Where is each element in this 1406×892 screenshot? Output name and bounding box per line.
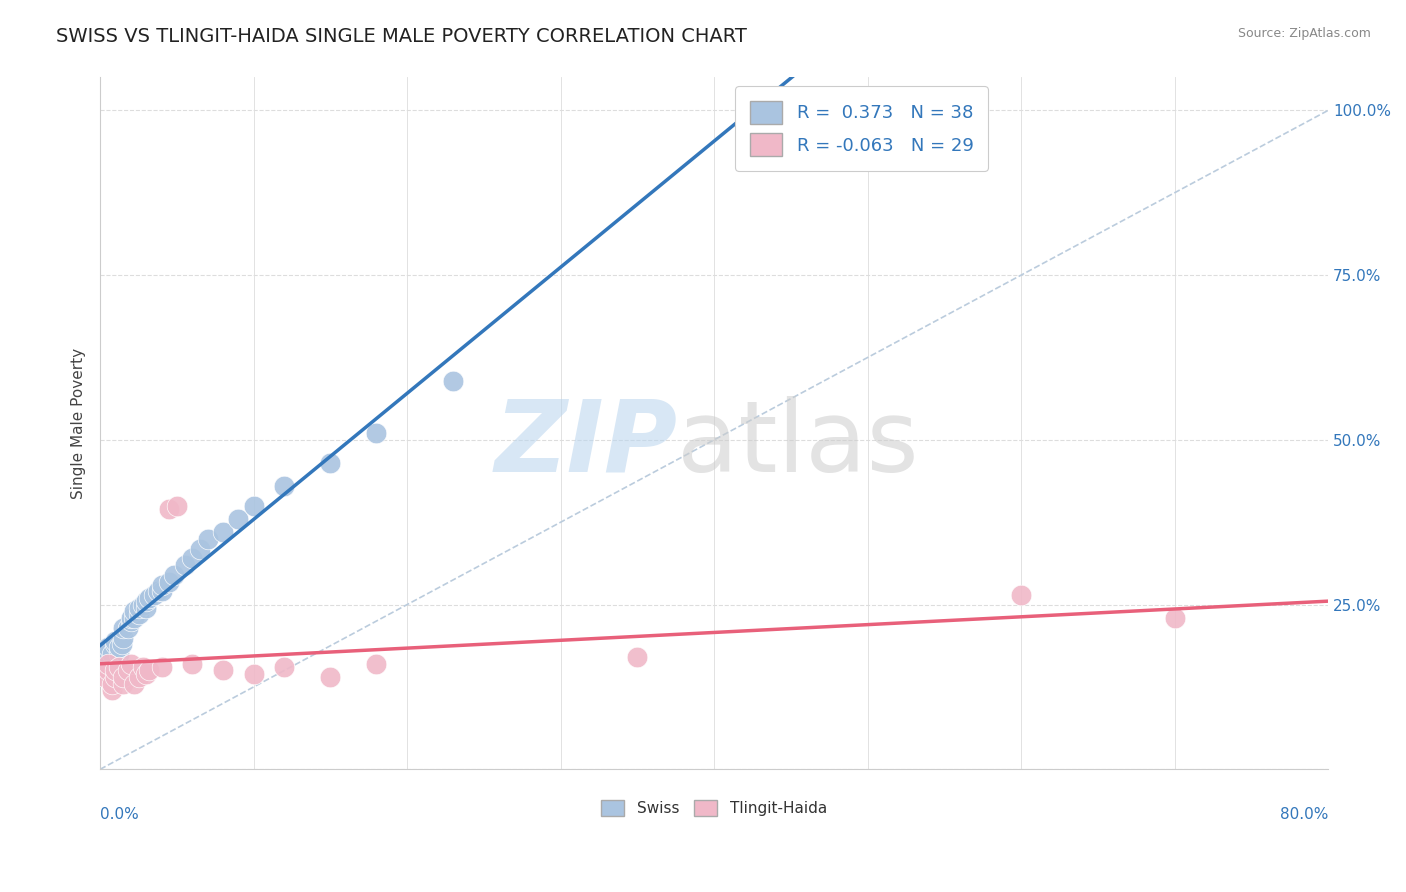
Point bbox=[104, 637, 127, 651]
Point bbox=[97, 657, 120, 671]
Point bbox=[120, 614, 142, 628]
Point bbox=[242, 499, 264, 513]
Point bbox=[157, 574, 180, 589]
Point bbox=[148, 584, 170, 599]
Text: Source: ZipAtlas.com: Source: ZipAtlas.com bbox=[1237, 27, 1371, 40]
Point bbox=[101, 676, 124, 690]
Point bbox=[117, 664, 139, 678]
Point bbox=[107, 647, 129, 661]
Point bbox=[181, 657, 204, 671]
Point bbox=[112, 621, 135, 635]
Point bbox=[128, 607, 150, 622]
Point bbox=[319, 670, 342, 684]
Point bbox=[212, 664, 235, 678]
Point bbox=[107, 640, 129, 655]
Point bbox=[135, 600, 157, 615]
Point bbox=[135, 666, 157, 681]
Point bbox=[188, 541, 211, 556]
Point bbox=[132, 660, 155, 674]
Point bbox=[626, 650, 648, 665]
Point bbox=[166, 499, 188, 513]
Point bbox=[112, 676, 135, 690]
Point bbox=[128, 600, 150, 615]
Point bbox=[112, 670, 135, 684]
Point bbox=[197, 532, 219, 546]
Point bbox=[142, 588, 165, 602]
Point bbox=[242, 666, 264, 681]
Point bbox=[97, 664, 120, 678]
Point bbox=[128, 670, 150, 684]
Point bbox=[93, 670, 115, 684]
Text: 0.0%: 0.0% bbox=[100, 807, 139, 822]
Text: atlas: atlas bbox=[678, 396, 920, 492]
Point bbox=[212, 525, 235, 540]
Point bbox=[138, 664, 160, 678]
Point bbox=[135, 594, 157, 608]
Point bbox=[97, 640, 120, 655]
Point bbox=[107, 660, 129, 674]
Point bbox=[104, 633, 127, 648]
Point bbox=[157, 502, 180, 516]
Point bbox=[112, 631, 135, 645]
Text: SWISS VS TLINGIT-HAIDA SINGLE MALE POVERTY CORRELATION CHART: SWISS VS TLINGIT-HAIDA SINGLE MALE POVER… bbox=[56, 27, 747, 45]
Point bbox=[117, 621, 139, 635]
Point bbox=[366, 657, 388, 671]
Point bbox=[150, 584, 173, 599]
Point bbox=[366, 426, 388, 441]
Text: ZIP: ZIP bbox=[495, 396, 678, 492]
Point bbox=[1010, 588, 1032, 602]
Point bbox=[104, 664, 127, 678]
Text: 80.0%: 80.0% bbox=[1279, 807, 1329, 822]
Point bbox=[1163, 611, 1185, 625]
Legend: Swiss, Tlingit-Haida: Swiss, Tlingit-Haida bbox=[593, 793, 834, 824]
Point bbox=[122, 676, 145, 690]
Point bbox=[104, 670, 127, 684]
Point bbox=[97, 647, 120, 661]
Point bbox=[120, 611, 142, 625]
Point bbox=[101, 683, 124, 698]
Point bbox=[273, 479, 295, 493]
Point bbox=[226, 512, 249, 526]
Point bbox=[163, 568, 186, 582]
Point bbox=[181, 551, 204, 566]
Point bbox=[132, 598, 155, 612]
Point bbox=[122, 611, 145, 625]
Y-axis label: Single Male Poverty: Single Male Poverty bbox=[72, 348, 86, 499]
Point bbox=[101, 647, 124, 661]
Point bbox=[441, 374, 464, 388]
Point bbox=[273, 660, 295, 674]
Point bbox=[173, 558, 195, 572]
Point bbox=[111, 637, 134, 651]
Point bbox=[122, 604, 145, 618]
Point bbox=[150, 578, 173, 592]
Point bbox=[319, 456, 342, 470]
Point bbox=[120, 657, 142, 671]
Point bbox=[150, 660, 173, 674]
Point bbox=[138, 591, 160, 605]
